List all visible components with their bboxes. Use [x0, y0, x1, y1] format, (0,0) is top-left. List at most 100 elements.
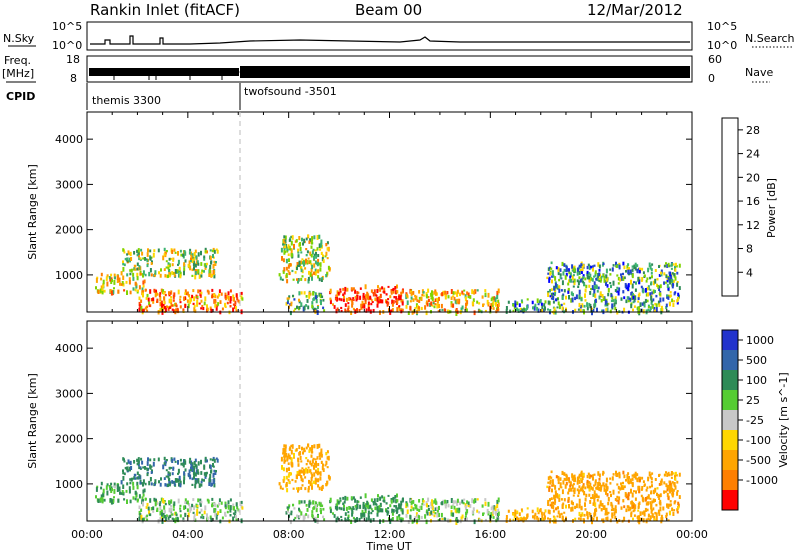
scatter-cell	[305, 504, 308, 507]
scatter-cell	[593, 264, 596, 267]
scatter-cell	[229, 498, 232, 502]
scatter-cell	[146, 468, 149, 472]
scatter-cell	[138, 307, 141, 313]
scatter-cell	[298, 291, 301, 296]
scatter-cell	[329, 297, 332, 301]
colorbar-tick-label: -1000	[746, 474, 778, 487]
scatter-cell	[167, 473, 170, 476]
scatter-cell	[173, 518, 175, 522]
scatter-cell	[669, 500, 672, 503]
scatter-cell	[668, 294, 671, 298]
scatter-cell	[662, 297, 665, 302]
scatter-cell	[416, 305, 419, 310]
scatter-cell	[160, 477, 162, 481]
scatter-cell	[425, 300, 428, 305]
scatter-cell	[316, 519, 319, 524]
scatter-cell	[578, 266, 581, 270]
scatter-cell	[114, 276, 116, 280]
scatter-cell	[636, 478, 639, 483]
scatter-cell	[317, 258, 320, 262]
scatter-cell	[420, 306, 423, 311]
scatter-cell	[299, 247, 302, 251]
scatter-cell	[367, 304, 370, 309]
scatter-cell	[386, 511, 389, 516]
scatter-cell	[215, 470, 217, 473]
scatter-cell	[192, 470, 195, 475]
scatter-cell	[433, 514, 436, 518]
scatter-cell	[631, 265, 634, 268]
scatter-cell	[592, 267, 594, 272]
scatter-cell	[387, 494, 390, 497]
scatter-cell	[224, 501, 227, 504]
scatter-cell	[364, 507, 367, 511]
scatter-cell	[585, 493, 588, 498]
scatter-cell	[407, 311, 410, 315]
y-tick-label: 4000	[55, 133, 83, 146]
scatter-cell	[676, 480, 679, 484]
scatter-cell	[395, 300, 398, 303]
velocity-colorbar-label: Velocity [m s^-1]	[777, 372, 790, 467]
scatter-cell	[610, 284, 612, 289]
scatter-cell	[417, 515, 420, 519]
scatter-cell	[318, 292, 321, 297]
scatter-cell	[431, 304, 434, 307]
scatter-cell	[168, 257, 171, 261]
scatter-cell	[540, 511, 543, 515]
scatter-cell	[677, 297, 680, 301]
scatter-cell	[298, 236, 301, 241]
scatter-cell	[165, 250, 168, 253]
scatter-cell	[454, 500, 457, 504]
scatter-cell	[676, 271, 679, 275]
scatter-cell	[372, 292, 375, 294]
scatter-cell	[565, 504, 567, 509]
scatter-cell	[566, 478, 569, 481]
scatter-cell	[310, 263, 313, 266]
scatter-cell	[143, 308, 146, 312]
scatter-cell	[134, 477, 137, 480]
scatter-cell	[646, 286, 649, 291]
scatter-cell	[134, 490, 137, 495]
y-tick-label: 2000	[55, 433, 83, 446]
scatter-cell	[187, 472, 190, 477]
scatter-cell	[216, 249, 219, 254]
scatter-cell	[170, 507, 172, 512]
scatter-cell	[376, 289, 379, 293]
scatter-cell	[548, 301, 551, 305]
scatter-cell	[588, 275, 590, 280]
scatter-cell	[344, 517, 347, 522]
scatter-cell	[631, 273, 634, 279]
scatter-cell	[572, 285, 575, 288]
scatter-cell	[659, 284, 662, 289]
scatter-cell	[379, 293, 382, 299]
scatter-cell	[400, 500, 403, 506]
scatter-cell	[462, 501, 465, 505]
scatter-cell	[138, 505, 141, 510]
scatter-cell	[313, 235, 316, 240]
scatter-cell	[496, 499, 499, 505]
scatter-cell	[350, 310, 353, 315]
scatter-cell	[373, 498, 376, 504]
scatter-cell	[542, 517, 545, 522]
scatter-cell	[577, 517, 580, 520]
scatter-cell	[320, 239, 323, 245]
scatter-cell	[157, 457, 160, 462]
scatter-cell	[592, 476, 594, 481]
scatter-cell	[329, 299, 332, 305]
scatter-cell	[623, 505, 626, 509]
scatter-cell	[123, 472, 126, 476]
scatter-cell	[310, 472, 313, 475]
scatter-cell	[126, 468, 129, 472]
scatter-cell	[352, 506, 355, 510]
scatter-cell	[311, 445, 314, 451]
scatter-cell	[464, 306, 467, 310]
scatter-cell	[606, 307, 609, 313]
scatter-cell	[644, 298, 647, 303]
scatter-cell	[467, 501, 470, 507]
scatter-cell	[576, 279, 579, 283]
scatter-cell	[664, 490, 667, 493]
scatter-cell	[220, 501, 223, 505]
scatter-cell	[211, 249, 214, 253]
scatter-cell	[557, 301, 560, 306]
